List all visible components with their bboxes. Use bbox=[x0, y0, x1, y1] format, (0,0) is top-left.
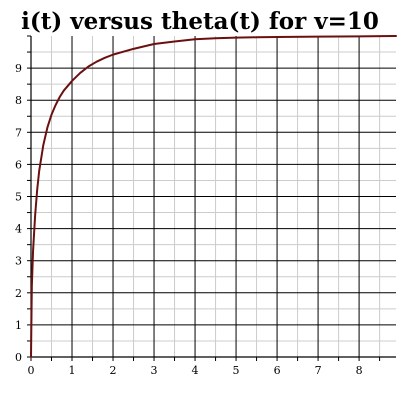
minor-grid bbox=[31, 36, 396, 357]
y-tick-label: 1 bbox=[15, 319, 22, 332]
y-tick-label: 5 bbox=[15, 191, 22, 204]
x-tick-label: 8 bbox=[356, 364, 363, 377]
y-tick-labels: 0 1 2 3 4 5 6 7 8 9 bbox=[15, 62, 22, 364]
x-tick-label: 3 bbox=[151, 364, 158, 377]
y-tick-label: 7 bbox=[15, 126, 22, 139]
x-tick-label: 5 bbox=[233, 364, 240, 377]
x-tick-label: 7 bbox=[315, 364, 322, 377]
x-tick-labels: 0 1 2 3 4 5 6 7 8 bbox=[28, 364, 363, 377]
x-tick-label: 2 bbox=[110, 364, 117, 377]
chart-title: i(t) versus theta(t) for v=10 bbox=[21, 8, 379, 35]
major-grid bbox=[31, 36, 396, 357]
series-group bbox=[30, 35, 397, 358]
y-tick-label: 4 bbox=[15, 223, 22, 236]
y-tick-label: 6 bbox=[15, 158, 22, 171]
x-tick-label: 4 bbox=[192, 364, 199, 377]
y-tick-label: 0 bbox=[15, 351, 22, 364]
x-tick-label: 1 bbox=[69, 364, 76, 377]
y-tick-label: 8 bbox=[15, 94, 22, 107]
y-tick-label: 3 bbox=[15, 255, 22, 268]
axes bbox=[27, 35, 396, 361]
x-tick-label: 6 bbox=[274, 364, 281, 377]
series-line bbox=[30, 35, 397, 358]
x-tick-label: 0 bbox=[28, 364, 35, 377]
y-tick-label: 9 bbox=[15, 62, 22, 75]
y-tick-label: 2 bbox=[15, 287, 22, 300]
